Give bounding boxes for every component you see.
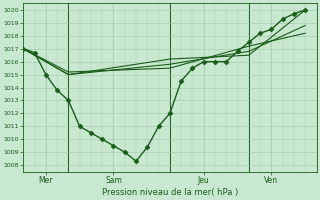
X-axis label: Pression niveau de la mer( hPa ): Pression niveau de la mer( hPa ) — [102, 188, 238, 197]
